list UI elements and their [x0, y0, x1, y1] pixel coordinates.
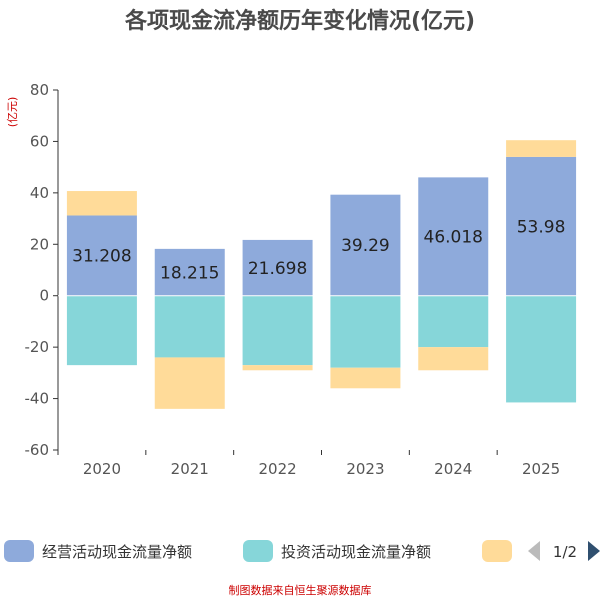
bar-series-2-2024[interactable]: [418, 295, 489, 348]
legend-swatch-2[interactable]: [243, 540, 273, 562]
bar-series-3-2022[interactable]: [242, 365, 313, 371]
chart-title: 各项现金流净额历年变化情况(亿元): [124, 8, 475, 34]
x-axis-ticks: 2020 2021 2022 2023 2024 2025: [57, 450, 560, 478]
bar-series-1-2023[interactable]: [330, 194, 401, 296]
data-source: 制图数据来自恒生聚源数据库: [229, 583, 372, 597]
legend[interactable]: 经营活动现金流量净额 投资活动现金流量净额: [4, 540, 512, 562]
bar-value-label: 18.215: [160, 263, 219, 283]
y-tick-label: 20: [30, 235, 49, 253]
bar-series-2-2025[interactable]: [506, 295, 577, 403]
bar-series-2-2020[interactable]: [66, 295, 137, 366]
bar-series-2-2021[interactable]: [154, 295, 225, 358]
legend-pager[interactable]: 1/2: [528, 541, 600, 561]
y-tick-label: -40: [25, 390, 50, 408]
bar-series-1-2025[interactable]: [506, 156, 577, 296]
bar-series-3-2025[interactable]: [506, 140, 577, 157]
y-tick-label: -60: [25, 441, 50, 459]
pager-text: 1/2: [553, 543, 577, 561]
y-tick-label: 40: [30, 184, 49, 202]
bar-series-3-2021[interactable]: [154, 357, 225, 409]
bar-series-3-2023[interactable]: [330, 367, 401, 389]
bar-series-1-2021[interactable]: [154, 248, 225, 296]
y-tick-label: 0: [39, 287, 49, 305]
x-tick-label: 2022: [258, 460, 296, 478]
bar-value-label: 21.698: [248, 259, 307, 279]
bar-value-label: 39.29: [341, 236, 390, 256]
legend-label-1[interactable]: 经营活动现金流量净额: [42, 543, 192, 561]
bar-value-label: 31.208: [72, 247, 131, 267]
x-tick-label: 2023: [346, 460, 384, 478]
y-tick-label: 60: [30, 132, 49, 150]
x-tick-label: 2021: [171, 460, 209, 478]
bars: [66, 140, 577, 409]
bar-series-3-2024[interactable]: [418, 347, 489, 371]
legend-label-2[interactable]: 投资活动现金流量净额: [281, 543, 431, 561]
legend-swatch-3[interactable]: [482, 540, 512, 562]
bar-value-labels: 31.208 18.215 21.698 39.29 46.018 53.98: [72, 217, 565, 283]
bar-value-label: 53.98: [517, 217, 566, 237]
y-tick-label: 80: [30, 81, 49, 99]
x-tick-label: 2020: [83, 460, 121, 478]
pager-prev-icon[interactable]: [528, 541, 540, 561]
bar-series-1-2024[interactable]: [418, 177, 489, 296]
legend-swatch-1[interactable]: [4, 540, 34, 562]
y-axis-unit: (亿元): [6, 97, 19, 128]
pager-next-icon[interactable]: [588, 541, 600, 561]
y-tick-label: -20: [25, 338, 50, 356]
y-axis-ticks: 80 60 40 20 0 -20 -40 -60: [25, 81, 58, 459]
bar-series-3-2020[interactable]: [66, 191, 137, 216]
bar-series-2-2023[interactable]: [330, 295, 401, 368]
bar-series-2-2022[interactable]: [242, 295, 313, 366]
bar-series-1-2022[interactable]: [242, 239, 313, 296]
x-tick-label: 2024: [434, 460, 472, 478]
bar-value-label: 46.018: [424, 228, 483, 248]
x-tick-label: 2025: [522, 460, 560, 478]
bar-series-1-2020[interactable]: [66, 215, 137, 296]
